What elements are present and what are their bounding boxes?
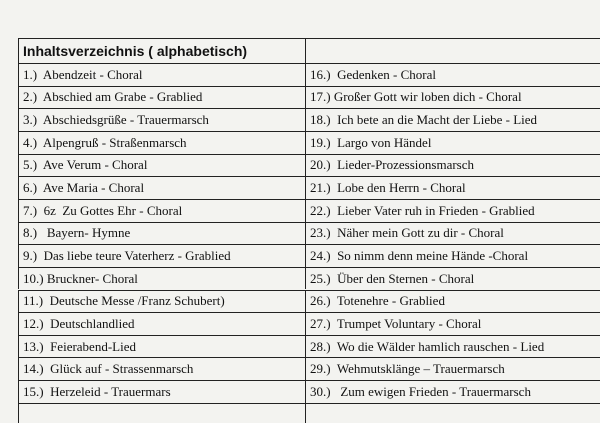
table-cell: 5.) Ave Verum - Choral bbox=[18, 154, 305, 177]
table-cell: 24.) So nimm denn meine Hände -Choral bbox=[305, 245, 600, 267]
table-cell: 28.) Wo die Wälder hamlich rauschen - Li… bbox=[305, 335, 600, 358]
table-cell: 1.) Abendzeit - Choral bbox=[18, 64, 305, 86]
table-cell: 10.) Bruckner- Choral bbox=[18, 267, 305, 290]
header-cell: Inhaltsverzeichnis ( alphabetisch) bbox=[18, 39, 305, 63]
table-row: 11.) Deutsche Messe /Franz Schubert) 26.)… bbox=[18, 289, 600, 313]
table-cell: 13.) Feierabend-Lied bbox=[18, 335, 305, 358]
table-row: 12.) Deutschlandlied 27.) Trumpet Volunta… bbox=[18, 312, 600, 335]
table-cell: 25.) Über den Sternen - Choral bbox=[305, 267, 600, 290]
table-row: 13.) Feierabend-Lied 28.) Wo die Wälder h… bbox=[18, 334, 600, 358]
table-row: 14.) Glück auf - Strassenmarsch 29.) Wehm… bbox=[18, 357, 600, 381]
table-cell: 2.) Abschied am Grabe - Grablied bbox=[18, 86, 305, 109]
table-cell: 30.) Zum ewigen Frieden - Trauermarsch bbox=[305, 381, 600, 403]
table-cell: 7.) 6z Zu Gottes Ehr - Choral bbox=[18, 199, 305, 222]
table-cell: 8.) Bayern- Hymne bbox=[18, 222, 305, 245]
header-cell-empty bbox=[305, 39, 600, 63]
table-row: 4.) Alpengruß - Straßenmarsch 19.) Largo … bbox=[18, 130, 600, 154]
table-row: 9.) Das liebe teure Vaterherz - Grablied… bbox=[18, 244, 600, 267]
table-cell: 20.) Lieder-Prozessionsmarsch bbox=[305, 154, 600, 177]
table-cell: 3.) Abschiedsgrüße - Trauermarsch bbox=[18, 109, 305, 131]
table-row: 2.) Abschied am Grabe - Grablied 17.) Gro… bbox=[18, 85, 600, 109]
table-cell: 12.) Deutschlandlied bbox=[18, 313, 305, 335]
table-cell: 6.) Ave Maria - Choral bbox=[18, 177, 305, 199]
table-row: 1.) Abendzeit - Choral 16.) Gedenken - Ch… bbox=[18, 63, 600, 86]
table-cell: 18.) Ich bete an die Macht der Liebe - L… bbox=[305, 109, 600, 131]
table-cell: 4.) Alpengruß - Straßenmarsch bbox=[18, 131, 305, 154]
table-cell: 9.) Das liebe teure Vaterherz - Grablied bbox=[18, 245, 305, 267]
table-cell: 19.) Largo von Händel bbox=[305, 131, 600, 154]
table-cell: 11.) Deutsche Messe /Franz Schubert) bbox=[18, 290, 305, 313]
table-cell: 22.) Lieber Vater ruh in Frieden - Grabl… bbox=[305, 199, 600, 222]
table-row: 3.) Abschiedsgrüße - Trauermarsch 18.) Ic… bbox=[18, 108, 600, 131]
table-cell: 16.) Gedenken - Choral bbox=[305, 64, 600, 86]
table-row: 8.) Bayern- Hymne 23.) Näher mein Gott zu… bbox=[18, 221, 600, 245]
table-cell: 27.) Trumpet Voluntary - Choral bbox=[305, 313, 600, 335]
table-cell-empty bbox=[18, 403, 305, 423]
page: Inhaltsverzeichnis ( alphabetisch) 1.) Ab… bbox=[18, 38, 600, 423]
table-cell: 14.) Glück auf - Strassenmarsch bbox=[18, 358, 305, 381]
table-cell: 21.) Lobe den Herrn - Choral bbox=[305, 177, 600, 199]
table-cell: 29.) Wehmutsklänge – Trauermarsch bbox=[305, 358, 600, 381]
table-row: 15.) Herzeleid - Trauermars 30.) Zum ewig… bbox=[18, 380, 600, 403]
table-row: 6.) Ave Maria - Choral 21.) Lobe den Herr… bbox=[18, 176, 600, 199]
table-cell: 15.) Herzeleid - Trauermars bbox=[18, 381, 305, 403]
table-cell: 26.) Totenehre - Grablied bbox=[305, 290, 600, 313]
table-row: 10.) Bruckner- Choral 25.) Über den Stern… bbox=[18, 266, 600, 290]
table-cell-empty bbox=[305, 403, 600, 423]
table-row: 7.) 6z Zu Gottes Ehr - Choral 22.) Lieber… bbox=[18, 198, 600, 222]
header-row: Inhaltsverzeichnis ( alphabetisch) bbox=[18, 38, 600, 63]
table-row: 5.) Ave Verum - Choral 20.) Lieder-Prozes… bbox=[18, 153, 600, 177]
table-cell: 17.) Großer Gott wir loben dich - Choral bbox=[305, 86, 600, 109]
table-cell: 23.) Näher mein Gott zu dir - Choral bbox=[305, 222, 600, 245]
